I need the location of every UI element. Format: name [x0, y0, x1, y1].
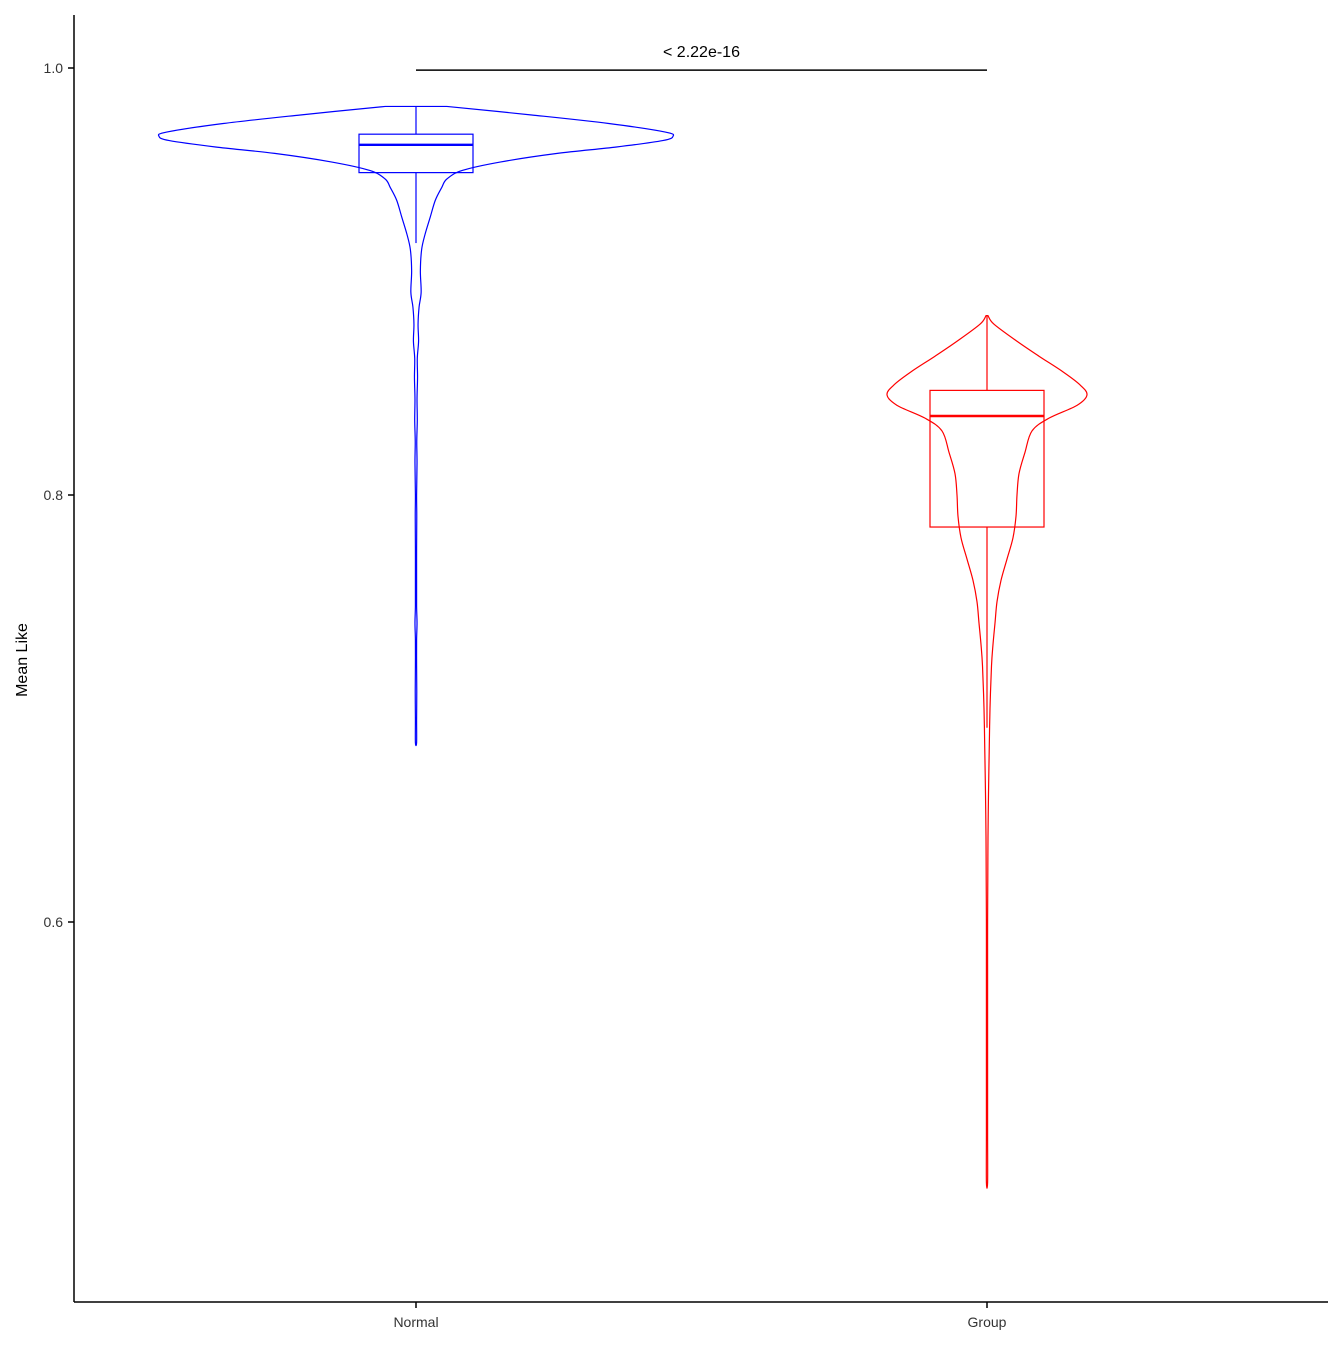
x-tick-label: Normal: [393, 1314, 438, 1330]
significance-annotation: < 2.22e-16: [416, 44, 987, 71]
violin-group: [886, 315, 1088, 1189]
x-tick-label: Group: [968, 1314, 1007, 1330]
violin-normal: [157, 105, 675, 747]
box-normal: [358, 133, 474, 174]
plot-marks: [157, 105, 1088, 1189]
y-axis-title: Mean Like: [14, 623, 31, 697]
y-tick-label: 1.0: [44, 60, 64, 76]
y-tick-label: 0.6: [44, 914, 64, 930]
p-value-label: < 2.22e-16: [663, 44, 740, 61]
x-axis-ticks: Normal Group: [393, 1302, 1007, 1330]
box-group: [929, 389, 1045, 528]
violin-group-group: [886, 315, 1088, 1189]
y-tick-label: 0.8: [44, 487, 64, 503]
y-axis-ticks: 0.6 0.8 1.0: [44, 60, 74, 930]
violin-group-normal: [157, 105, 675, 747]
